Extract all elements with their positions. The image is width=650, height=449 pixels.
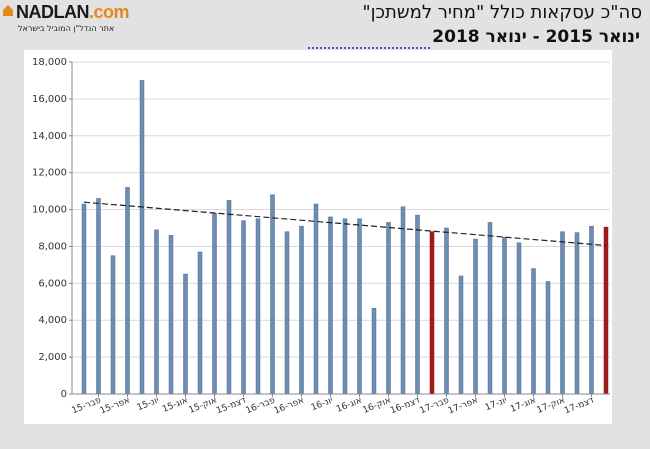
y-axis-ticks: 0 2,000 4,000 6,000 8,000 10,000 12,000 14,000 1… bbox=[32, 57, 72, 400]
chart-title: סה"כ עסקאות כולל "מחיר למשתכן" bbox=[362, 2, 642, 23]
logo-tagline: אתר הנדל"ן המוביל בישראל bbox=[18, 24, 115, 33]
x-tick-label: פבר-16 bbox=[244, 395, 276, 416]
bar bbox=[154, 229, 159, 395]
logo-wordmark: NADLAN.com bbox=[16, 2, 130, 23]
chart-area: 0 2,000 4,000 6,000 8,000 10,000 12,000 14,000 1… bbox=[24, 50, 612, 424]
trend-line-group bbox=[83, 201, 607, 247]
subtitle-underline bbox=[308, 47, 430, 49]
y-tick-label: 12,000 bbox=[32, 168, 67, 179]
bar bbox=[560, 231, 565, 395]
bar bbox=[574, 232, 580, 395]
x-tick-label: דצמ-16 bbox=[389, 395, 422, 416]
y-tick-label: 2,000 bbox=[38, 352, 67, 363]
x-tick-label: אוק-15 bbox=[187, 396, 218, 416]
bar bbox=[516, 242, 522, 395]
x-tick-label: אפר-17 bbox=[447, 396, 480, 417]
bar bbox=[226, 200, 232, 395]
logo-text: NADLAN bbox=[16, 2, 90, 22]
bar bbox=[502, 236, 507, 395]
y-tick-label: 4,000 bbox=[38, 315, 67, 326]
y-tick-label: 14,000 bbox=[32, 131, 67, 142]
y-tick-label: 16,000 bbox=[32, 94, 67, 105]
grid-lines bbox=[72, 61, 610, 358]
x-tick-label: פבר-17 bbox=[418, 395, 450, 416]
bar bbox=[270, 194, 275, 395]
x-tick-label: פבר-15 bbox=[70, 395, 102, 416]
house-icon bbox=[3, 5, 13, 16]
bar bbox=[357, 218, 362, 395]
bar bbox=[444, 227, 449, 395]
bar-highlight bbox=[429, 231, 435, 395]
x-tick-label: דצמ-15 bbox=[215, 395, 248, 416]
y-tick-label: 10,000 bbox=[32, 205, 67, 216]
bar bbox=[125, 187, 130, 395]
x-tick-label: יונ-16 bbox=[310, 396, 335, 414]
y-tick-label: 8,000 bbox=[38, 241, 67, 252]
bar bbox=[531, 268, 536, 395]
bar bbox=[212, 212, 217, 395]
bar bbox=[473, 238, 478, 395]
bar bbox=[81, 203, 87, 395]
x-tick-label: דצמ-17 bbox=[563, 395, 596, 416]
axes bbox=[71, 62, 610, 395]
bar bbox=[299, 225, 304, 395]
bar bbox=[197, 251, 203, 395]
bar bbox=[371, 307, 377, 395]
x-tick-label: אוק-16 bbox=[361, 396, 392, 416]
bar-highlight bbox=[603, 226, 609, 395]
bar bbox=[313, 203, 319, 395]
bar bbox=[487, 222, 493, 395]
x-tick-label: אוק-17 bbox=[535, 396, 566, 416]
bar bbox=[415, 214, 420, 395]
x-tick-label: אפר-16 bbox=[273, 396, 306, 417]
bars bbox=[81, 80, 609, 395]
nadlan-logo[interactable]: NADLAN.com אתר הנדל"ן המוביל בישראל bbox=[3, 2, 154, 36]
bar bbox=[255, 218, 261, 395]
trend-line bbox=[83, 201, 607, 247]
logo-suffix: .com bbox=[89, 2, 130, 22]
bar bbox=[96, 198, 101, 395]
bar bbox=[183, 273, 188, 395]
bar bbox=[139, 80, 145, 395]
x-tick-label: יונ-17 bbox=[484, 396, 509, 414]
bar bbox=[110, 255, 116, 395]
x-tick-label: אפר-15 bbox=[99, 396, 132, 417]
bar-chart: 0 2,000 4,000 6,000 8,000 10,000 12,000 14,000 1… bbox=[32, 57, 610, 417]
bar bbox=[386, 222, 391, 395]
bar bbox=[545, 281, 551, 395]
bar bbox=[284, 231, 290, 395]
bar bbox=[400, 206, 406, 395]
x-tick-label: אוג-16 bbox=[335, 396, 364, 415]
bar bbox=[342, 218, 348, 395]
y-tick-label: 6,000 bbox=[38, 278, 67, 289]
bar bbox=[241, 220, 246, 395]
bar bbox=[328, 216, 333, 395]
x-tick-label: אוג-15 bbox=[161, 396, 190, 415]
x-tick-label: יונ-15 bbox=[136, 396, 161, 414]
y-tick-label: 18,000 bbox=[32, 57, 67, 68]
y-tick-label: 0 bbox=[61, 389, 67, 400]
x-tick-label: אוג-17 bbox=[509, 396, 538, 415]
bar bbox=[458, 275, 464, 395]
chart-subtitle: ינואר 2015 - ינואר 2018 bbox=[432, 27, 640, 47]
bar bbox=[589, 225, 594, 395]
bar bbox=[168, 235, 174, 395]
